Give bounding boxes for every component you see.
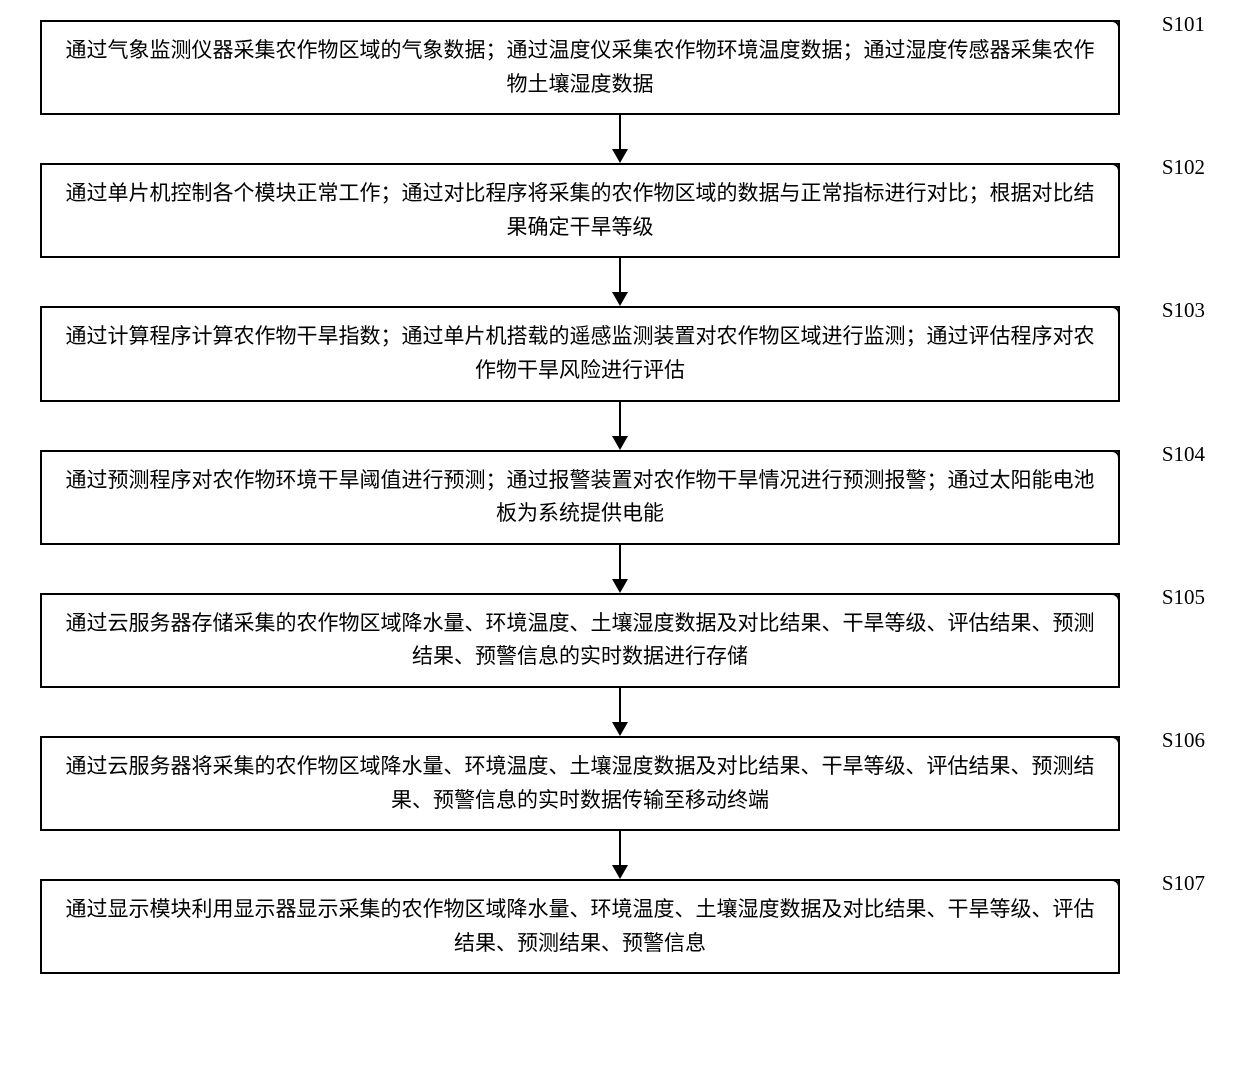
arrow <box>80 402 1160 450</box>
label-connector <box>1070 20 1120 40</box>
flowchart-container: 通过气象监测仪器采集农作物区域的气象数据；通过温度仪采集农作物环境温度数据；通过… <box>40 20 1200 974</box>
step-label: S105 <box>1162 585 1205 610</box>
step-box: 通过云服务器存储采集的农作物区域降水量、环境温度、土壤湿度数据及对比结果、干旱等… <box>40 593 1120 688</box>
step-label: S101 <box>1162 12 1205 37</box>
step-box: 通过云服务器将采集的农作物区域降水量、环境温度、土壤湿度数据及对比结果、干旱等级… <box>40 736 1120 831</box>
step-box: 通过单片机控制各个模块正常工作；通过对比程序将采集的农作物区域的数据与正常指标进… <box>40 163 1120 258</box>
step-label: S104 <box>1162 442 1205 467</box>
step-box: 通过显示模块利用显示器显示采集的农作物区域降水量、环境温度、土壤湿度数据及对比结… <box>40 879 1120 974</box>
arrow-line <box>619 258 621 294</box>
arrow-head-icon <box>612 722 628 736</box>
step-s105: 通过云服务器存储采集的农作物区域降水量、环境温度、土壤湿度数据及对比结果、干旱等… <box>40 593 1200 688</box>
label-connector <box>1070 736 1120 756</box>
step-text: 通过云服务器将采集的农作物区域降水量、环境温度、土壤湿度数据及对比结果、干旱等级… <box>66 754 1095 812</box>
arrow <box>80 258 1160 306</box>
step-s104: 通过预测程序对农作物环境干旱阈值进行预测；通过报警装置对农作物干旱情况进行预测报… <box>40 450 1200 545</box>
arrow-head-icon <box>612 865 628 879</box>
arrow <box>80 688 1160 736</box>
step-label: S107 <box>1162 871 1205 896</box>
step-s106: 通过云服务器将采集的农作物区域降水量、环境温度、土壤湿度数据及对比结果、干旱等级… <box>40 736 1200 831</box>
label-connector <box>1070 450 1120 470</box>
step-text: 通过云服务器存储采集的农作物区域降水量、环境温度、土壤湿度数据及对比结果、干旱等… <box>66 611 1095 669</box>
arrow-line <box>619 545 621 581</box>
step-text: 通过单片机控制各个模块正常工作；通过对比程序将采集的农作物区域的数据与正常指标进… <box>66 181 1095 239</box>
step-text: 通过预测程序对农作物环境干旱阈值进行预测；通过报警装置对农作物干旱情况进行预测报… <box>66 468 1095 526</box>
arrow-line <box>619 688 621 724</box>
step-text: 通过气象监测仪器采集农作物区域的气象数据；通过温度仪采集农作物环境温度数据；通过… <box>66 38 1095 96</box>
step-text: 通过显示模块利用显示器显示采集的农作物区域降水量、环境温度、土壤湿度数据及对比结… <box>66 897 1095 955</box>
step-s103: 通过计算程序计算农作物干旱指数；通过单片机搭载的遥感监测装置对农作物区域进行监测… <box>40 306 1200 401</box>
arrow-head-icon <box>612 436 628 450</box>
step-box: 通过计算程序计算农作物干旱指数；通过单片机搭载的遥感监测装置对农作物区域进行监测… <box>40 306 1120 401</box>
arrow-line <box>619 831 621 867</box>
step-text: 通过计算程序计算农作物干旱指数；通过单片机搭载的遥感监测装置对农作物区域进行监测… <box>66 324 1095 382</box>
arrow <box>80 115 1160 163</box>
step-s101: 通过气象监测仪器采集农作物区域的气象数据；通过温度仪采集农作物环境温度数据；通过… <box>40 20 1200 115</box>
step-label: S103 <box>1162 298 1205 323</box>
arrow <box>80 545 1160 593</box>
step-label: S106 <box>1162 728 1205 753</box>
label-connector <box>1070 593 1120 613</box>
step-box: 通过气象监测仪器采集农作物区域的气象数据；通过温度仪采集农作物环境温度数据；通过… <box>40 20 1120 115</box>
arrow-line <box>619 115 621 151</box>
step-s102: 通过单片机控制各个模块正常工作；通过对比程序将采集的农作物区域的数据与正常指标进… <box>40 163 1200 258</box>
label-connector <box>1070 879 1120 899</box>
arrow-head-icon <box>612 292 628 306</box>
step-s107: 通过显示模块利用显示器显示采集的农作物区域降水量、环境温度、土壤湿度数据及对比结… <box>40 879 1200 974</box>
arrow-head-icon <box>612 149 628 163</box>
arrow <box>80 831 1160 879</box>
arrow-head-icon <box>612 579 628 593</box>
label-connector <box>1070 163 1120 183</box>
step-box: 通过预测程序对农作物环境干旱阈值进行预测；通过报警装置对农作物干旱情况进行预测报… <box>40 450 1120 545</box>
step-label: S102 <box>1162 155 1205 180</box>
arrow-line <box>619 402 621 438</box>
label-connector <box>1070 306 1120 326</box>
